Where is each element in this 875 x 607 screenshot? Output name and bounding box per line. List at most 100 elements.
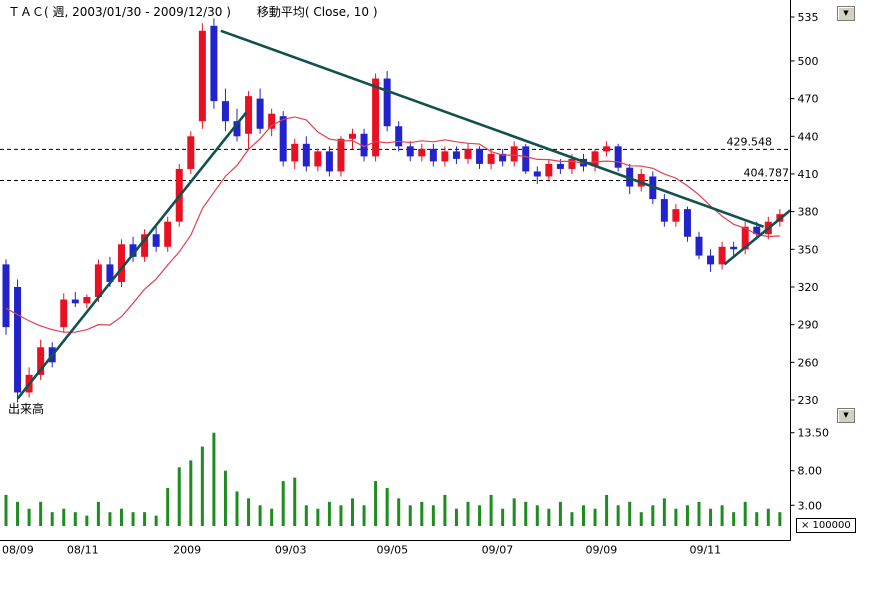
candle-up [314, 151, 322, 167]
candle-up [545, 163, 553, 177]
x-axis-label: 2009 [173, 544, 201, 557]
volume-bar [212, 432, 216, 526]
price-tick-label: 470 [798, 93, 819, 106]
candle-up [94, 264, 102, 298]
volume-bar [408, 505, 412, 526]
volume-bar [189, 460, 193, 526]
price-axis-dropdown-button[interactable]: ▼ [837, 6, 855, 21]
candle-up [510, 146, 518, 162]
volume-bar [697, 501, 701, 526]
candle-down [279, 116, 287, 162]
ma-indicator-label: 移動平均( Close, 10 ) [256, 5, 378, 19]
volume-bar [143, 512, 147, 526]
candle-up [164, 221, 172, 247]
candle-down [325, 151, 333, 172]
candle-up [441, 151, 449, 162]
candle-up [198, 30, 206, 122]
candle-down [556, 163, 564, 169]
candle-down [476, 148, 484, 164]
volume-bar [397, 498, 401, 526]
volume-bar [709, 508, 713, 526]
moving-average-line [5, 116, 780, 333]
volume-bar [593, 508, 597, 526]
candle-down [302, 143, 310, 167]
candle-up [349, 133, 356, 139]
volume-bar [293, 477, 297, 526]
volume-bar [501, 508, 505, 526]
volume-bar [177, 467, 181, 526]
volume-bar [512, 498, 516, 526]
candle-down [533, 171, 541, 177]
x-axis-label: 08/09 [2, 544, 34, 557]
volume-bar [304, 505, 308, 526]
candle-down [221, 101, 229, 122]
candle-down [614, 146, 622, 168]
chart-title: ＴＡＣ( 週, 2003/01/30 - 2009/12/30 ) [8, 5, 231, 19]
candle-up [568, 158, 576, 169]
candle-up [60, 299, 68, 328]
volume-bar [39, 501, 43, 526]
volume-bar [120, 508, 123, 526]
volume-bar [466, 501, 470, 526]
volume-bar [327, 501, 331, 526]
price-tick-label: 290 [798, 319, 819, 332]
chart-header: ＴＡＣ( 週, 2003/01/30 - 2009/12/30 ) 移動平均( C… [8, 3, 378, 20]
volume-bar [154, 515, 158, 526]
volume-bar [628, 501, 632, 526]
volume-bar [454, 508, 458, 526]
candle-down [406, 146, 414, 157]
volume-axis-dropdown-button[interactable]: ▼ [837, 408, 855, 423]
candle-up [637, 173, 645, 187]
candle-up [83, 297, 91, 304]
trendline [220, 29, 765, 228]
candle-up [718, 246, 726, 265]
price-tick-label: 440 [798, 130, 819, 143]
volume-bar [755, 512, 759, 526]
volume-bar [720, 505, 724, 526]
volume-bar [662, 498, 666, 526]
candle-up [141, 234, 149, 257]
volume-bar [223, 470, 227, 526]
candle-up [245, 96, 253, 134]
x-axis-label: 09/09 [586, 544, 618, 557]
candle-down [695, 236, 703, 256]
volume-bar [4, 494, 8, 526]
volume-bar [166, 488, 170, 526]
volume-bar [385, 488, 389, 526]
chevron-down-icon: ▼ [843, 411, 849, 419]
candle-up [37, 347, 45, 375]
volume-bar [258, 505, 262, 526]
candle-down [256, 98, 264, 129]
x-axis-label: 09/11 [689, 544, 721, 557]
volume-bar [131, 512, 135, 526]
volume-bar [524, 501, 528, 526]
volume-bar [639, 512, 643, 526]
candle-down [106, 264, 114, 282]
volume-bar [73, 512, 77, 526]
volume-bar [108, 512, 112, 526]
volume-bar [270, 508, 274, 526]
candle-down [683, 209, 691, 237]
candle-down [14, 286, 22, 393]
price-tick-label: 320 [798, 281, 819, 294]
volume-bar [766, 508, 770, 526]
volume-bar [489, 494, 493, 526]
volume-bar [247, 498, 251, 526]
candle-down [71, 299, 79, 304]
volume-bar [316, 508, 320, 526]
volume-bar [582, 505, 585, 526]
volume-bar [616, 505, 620, 526]
candle-down [730, 246, 738, 250]
candle-up [291, 143, 299, 162]
volume-bar [351, 498, 354, 526]
candle-down [210, 25, 218, 102]
price-tick-label: 260 [798, 356, 819, 369]
volume-tick-label: 3.00 [798, 499, 823, 512]
candle-down [233, 121, 241, 137]
volume-bar [200, 446, 204, 526]
price-tick-label: 350 [798, 243, 819, 256]
trendline [16, 111, 248, 400]
candle-down [522, 146, 530, 172]
volume-bar [570, 512, 574, 526]
